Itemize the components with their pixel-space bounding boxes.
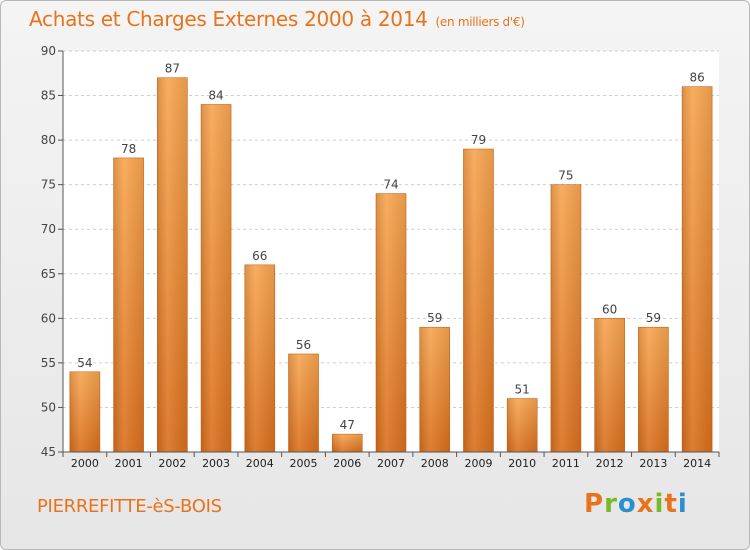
y-tick-label: 45 bbox=[41, 445, 56, 459]
x-tick-label: 2012 bbox=[596, 457, 624, 470]
bar-shade bbox=[507, 398, 538, 452]
data-label: 59 bbox=[427, 311, 442, 325]
data-label: 47 bbox=[340, 418, 355, 432]
data-label: 60 bbox=[602, 302, 617, 316]
bar-shade bbox=[201, 104, 232, 452]
x-tick-label: 2008 bbox=[421, 457, 449, 470]
x-tick-label: 2001 bbox=[115, 457, 143, 470]
x-tick-label: 2005 bbox=[290, 457, 318, 470]
y-tick-label: 55 bbox=[41, 356, 56, 370]
bar-shade bbox=[638, 327, 669, 452]
bar-shade bbox=[463, 149, 494, 452]
data-label: 75 bbox=[558, 169, 573, 183]
data-label: 66 bbox=[252, 249, 267, 263]
bar-shade bbox=[682, 86, 713, 453]
bar-shade bbox=[288, 353, 319, 452]
x-tick-label: 2011 bbox=[552, 457, 580, 470]
chart-unit-note: (en milliers d'€) bbox=[435, 15, 525, 29]
data-label: 84 bbox=[208, 88, 223, 102]
data-label: 78 bbox=[121, 142, 136, 156]
y-tick-label: 75 bbox=[41, 178, 56, 192]
x-tick-label: 2002 bbox=[158, 457, 186, 470]
bar-shade bbox=[419, 327, 450, 452]
location-label: PIERREFITTE-èS-BOIS bbox=[37, 496, 222, 517]
x-tick-label: 2000 bbox=[71, 457, 99, 470]
data-label: 56 bbox=[296, 338, 311, 352]
x-tick-label: 2003 bbox=[202, 457, 230, 470]
data-label: 86 bbox=[689, 71, 704, 85]
data-label: 51 bbox=[515, 383, 530, 397]
y-tick-label: 90 bbox=[41, 44, 56, 58]
x-tick-label: 2009 bbox=[464, 457, 492, 470]
y-tick-label: 70 bbox=[41, 222, 56, 236]
chart-title: Achats et Charges Externes 2000 à 2014 (e… bbox=[29, 7, 525, 31]
y-tick-label: 85 bbox=[41, 89, 56, 103]
x-tick-label: 2007 bbox=[377, 457, 405, 470]
data-label: 59 bbox=[646, 311, 661, 325]
x-tick-label: 2006 bbox=[333, 457, 361, 470]
bar-shade bbox=[244, 264, 275, 452]
bar-shade bbox=[594, 318, 625, 452]
proxiti-logo: Proxiti bbox=[584, 489, 688, 519]
bar-shade bbox=[550, 184, 581, 452]
y-tick-label: 60 bbox=[41, 311, 56, 325]
data-label: 74 bbox=[383, 178, 398, 192]
data-label: 87 bbox=[165, 62, 180, 76]
bar-shade bbox=[332, 434, 363, 452]
y-tick-label: 65 bbox=[41, 267, 56, 281]
x-tick-label: 2013 bbox=[639, 457, 667, 470]
x-tick-label: 2014 bbox=[683, 457, 711, 470]
data-label: 54 bbox=[77, 356, 92, 370]
x-tick-label: 2010 bbox=[508, 457, 536, 470]
x-tick-label: 2004 bbox=[246, 457, 274, 470]
bar-shade bbox=[113, 157, 144, 452]
y-tick-label: 80 bbox=[41, 133, 56, 147]
bar-shade bbox=[157, 77, 188, 452]
bar-shade bbox=[69, 371, 100, 452]
bar-shade bbox=[376, 193, 406, 453]
data-label: 79 bbox=[471, 133, 486, 147]
y-tick-label: 50 bbox=[41, 400, 56, 414]
